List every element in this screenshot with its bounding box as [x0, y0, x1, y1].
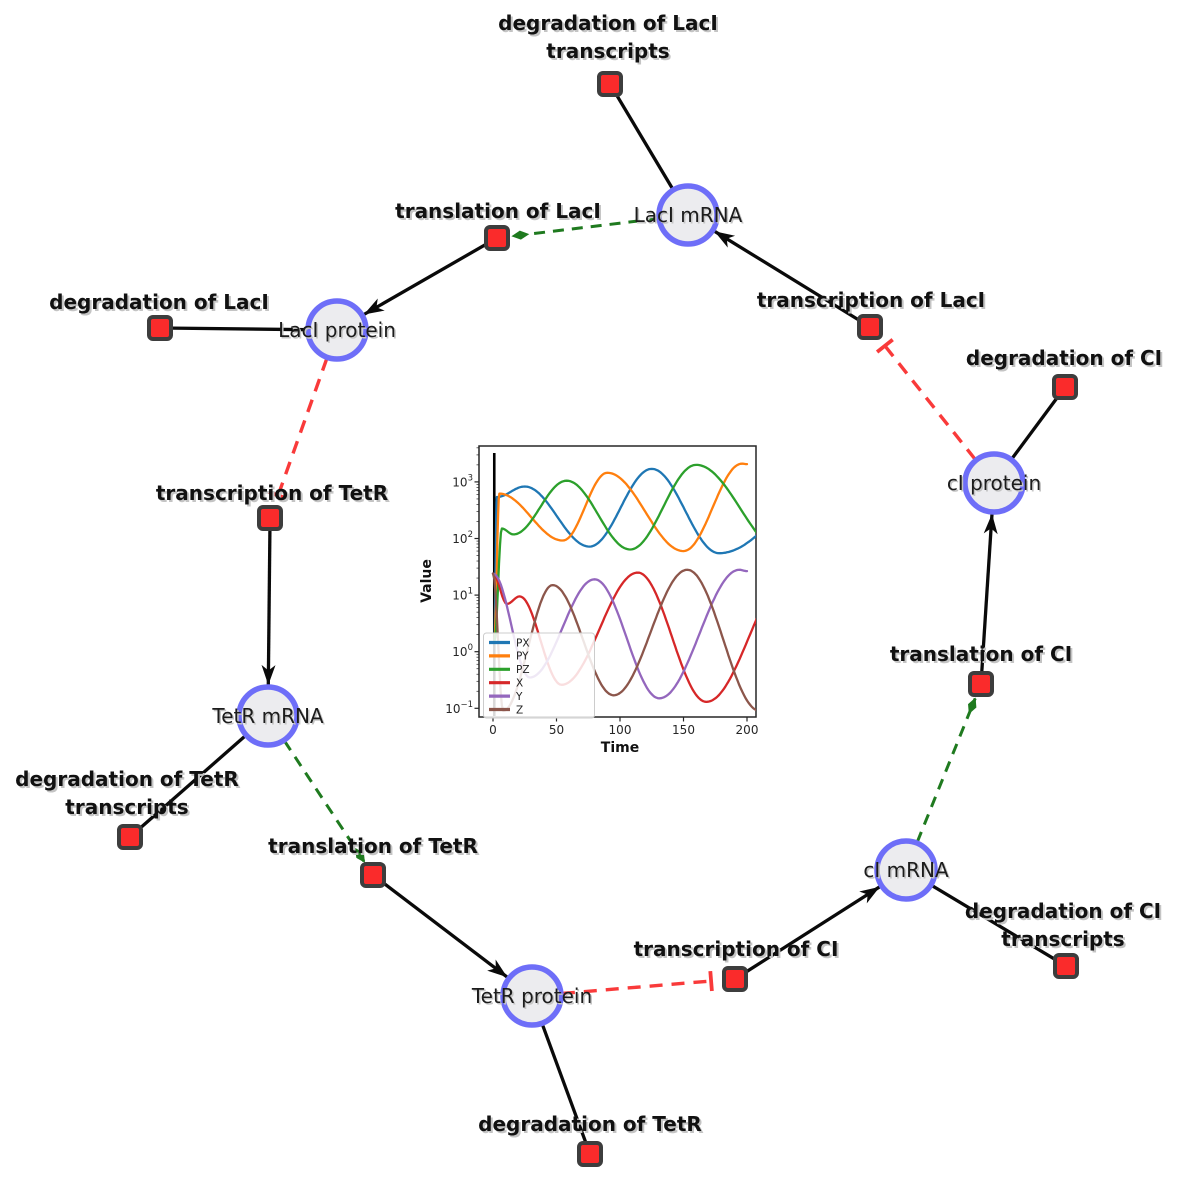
inhibition-laci-protein-to-transcription-tetr: [276, 357, 329, 496]
series-Z-line: [491, 568, 756, 713]
label-tetr-mrna: TetR mRNA: [211, 704, 324, 728]
series-PZ-line: [493, 463, 756, 643]
edge-laci-protein-to-degradation: [172, 326, 308, 332]
label-degradation-ci-transcripts-2: transcripts: [1001, 927, 1124, 951]
reaction-node-translation-laci: [484, 225, 510, 251]
species-nodes: [236, 183, 1026, 1028]
label-degradation-ci-transcripts-1: degradation of CI: [965, 899, 1161, 923]
inhibition-tbar-transcription-ci: [708, 970, 714, 992]
edge-translation-ci-to-ci-protein: [980, 513, 998, 672]
legend-item-Z: Z: [516, 704, 523, 716]
edge-laci-mrna-to-degradation-transcripts: [614, 93, 675, 191]
inhibition-tbar-transcription-laci: [875, 338, 894, 354]
edge-transcription-laci-to-laci-mrna: [713, 229, 861, 322]
reaction-node-degradation-tetr: [577, 1141, 603, 1167]
label-degradation-ci: degradation of CI: [966, 346, 1162, 370]
modifier-tetr-mrna-to-translation: [283, 740, 366, 863]
x-tick-label: 50: [549, 723, 564, 737]
edge-ci-protein-to-degradation: [1010, 396, 1059, 460]
x-tick-label: 0: [489, 723, 497, 737]
label-translation-laci: translation of LacI: [395, 199, 601, 223]
label-degradation-tetr-transcripts-2: transcripts: [65, 795, 188, 819]
chart-ylabel: Value: [419, 559, 435, 603]
inhibition-edges: [267, 338, 977, 996]
edge-transcription-ci-to-ci-mrna: [744, 885, 881, 974]
modifier-ci-mrna-to-translation: [915, 697, 977, 843]
label-transcription-laci: transcription of LacI: [757, 288, 985, 312]
legend-item-PZ: PZ: [516, 664, 530, 676]
label-ci-protein: cI protein: [947, 471, 1041, 495]
edge-tetr-mrna-to-degradation-transcripts: [138, 734, 247, 831]
reaction-node-degradation-ci: [1052, 374, 1078, 400]
reaction-node-degradation-ci-transcripts: [1053, 953, 1079, 979]
reaction-node-transcription-tetr: [257, 505, 283, 531]
label-degradation-laci-transcripts-2: transcripts: [546, 39, 669, 63]
label-tetr-protein: TetR protein: [471, 984, 592, 1008]
reaction-node-degradation-laci: [147, 315, 173, 341]
label-degradation-tetr: degradation of TetR: [478, 1112, 702, 1136]
label-degradation-tetr-transcripts-1: degradation of TetR: [15, 767, 239, 791]
label-translation-ci: translation of CI: [890, 642, 1072, 666]
inhibition-tetr-protein-to-transcription-ci: [561, 979, 712, 996]
label-laci-mrna: LacI mRNA: [634, 203, 743, 227]
legend-item-Y: Y: [515, 691, 523, 703]
series-PX-line: [493, 467, 756, 643]
species-node-laci-protein: [305, 298, 369, 362]
label-degradation-laci-transcripts-1: degradation of LacI: [498, 11, 718, 35]
species-node-laci-mrna: [656, 183, 720, 247]
reaction-labels: degradation of LacI transcripts translat…: [15, 11, 1162, 1136]
reaction-node-translation-ci: [968, 671, 994, 697]
label-translation-tetr: translation of TetR: [268, 834, 478, 858]
edge-translation-tetr-to-tetr-protein: [381, 881, 509, 979]
reaction-node-transcription-ci: [722, 966, 748, 992]
species-node-tetr-mrna: [236, 684, 300, 748]
inhibition-ci-protein-to-transcription-laci: [883, 344, 977, 461]
inhibition-tbar-transcription-tetr: [267, 490, 289, 501]
reaction-node-degradation-laci-transcripts: [597, 71, 623, 97]
reaction-node-translation-tetr: [360, 862, 386, 888]
species-node-ci-protein: [962, 451, 1026, 515]
edge-ci-mrna-to-degradation-transcripts: [930, 883, 1057, 962]
modifier-edges: [283, 217, 977, 863]
edge-tetr-protein-to-degradation: [540, 1023, 588, 1143]
x-tick-label: 100: [609, 723, 632, 737]
legend-box: [483, 632, 595, 719]
reaction-nodes: [117, 71, 1079, 1167]
label-transcription-tetr: transcription of TetR: [156, 481, 388, 505]
modifier-laci-mrna-to-translation: [511, 217, 659, 240]
reaction-node-degradation-tetr-transcripts: [117, 824, 143, 850]
x-tick-label: 200: [736, 723, 759, 737]
series-PY-line: [493, 462, 749, 643]
edge-translation-laci-to-laci-protein: [363, 242, 488, 316]
chart-xlabel: Time: [601, 740, 639, 756]
reaction-node-transcription-laci: [857, 314, 883, 340]
series-X-line: [491, 571, 756, 704]
legend-item-PY: PY: [516, 651, 529, 663]
label-transcription-ci: transcription of CI: [634, 937, 839, 961]
legend-item-PX: PX: [516, 637, 530, 649]
label-ci-mrna: cI mRNA: [863, 858, 949, 882]
consumption-production-edges: [138, 93, 1059, 1143]
label-degradation-laci: degradation of LacI: [49, 290, 269, 314]
edge-transcription-tetr-to-tetr-mrna: [261, 530, 276, 686]
legend-item-X: X: [516, 678, 523, 690]
species-labels: LacI mRNA LacI protein TetR mRNA TetR pr…: [211, 203, 1041, 1008]
inset-chart: Time Value 0 50 100 150 20010−1100101102103P…: [419, 428, 780, 766]
species-node-tetr-protein: [500, 964, 564, 1028]
x-tick-label: 150: [672, 723, 695, 737]
label-laci-protein: LacI protein: [278, 318, 396, 342]
species-node-ci-mrna: [874, 838, 938, 902]
